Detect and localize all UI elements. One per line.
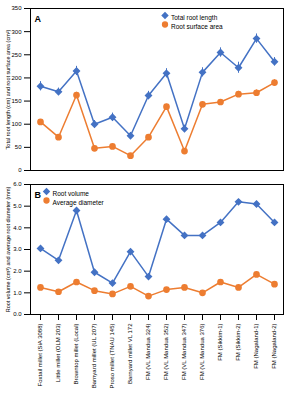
svg-text:Root surface area: Root surface area	[171, 23, 223, 30]
svg-text:FM (VL Mandua 347): FM (VL Mandua 347)	[181, 324, 187, 380]
svg-text:Proso millet (TNAU 145): Proso millet (TNAU 145)	[109, 323, 115, 388]
svg-text:Root volume (cm³) and average: Root volume (cm³) and average root diame…	[5, 187, 11, 313]
svg-text:200: 200	[11, 75, 22, 81]
svg-text:A: A	[35, 14, 42, 24]
svg-text:0.0: 0.0	[13, 311, 22, 317]
svg-text:1.0: 1.0	[13, 290, 22, 296]
svg-text:150: 150	[11, 98, 22, 104]
svg-text:300: 300	[11, 29, 22, 35]
svg-text:Root volume: Root volume	[53, 190, 90, 197]
svg-text:Foxtail millet (SiA 3088): Foxtail millet (SiA 3088)	[37, 324, 43, 387]
svg-text:FM (Nagaland-2): FM (Nagaland-2)	[271, 324, 277, 369]
svg-text:50: 50	[15, 144, 22, 150]
svg-text:FM (Sikkim-1): FM (Sikkim-1)	[217, 323, 223, 360]
svg-text:FM (Sikkim-2): FM (Sikkim-2)	[235, 323, 241, 360]
svg-text:350: 350	[11, 5, 22, 11]
svg-text:Barnyard millet (UL 207): Barnyard millet (UL 207)	[91, 324, 97, 389]
svg-text:Browntop millet (Local): Browntop millet (Local)	[73, 324, 79, 385]
svg-text:FM (VL Mandua 352): FM (VL Mandua 352)	[163, 324, 169, 380]
svg-text:B: B	[35, 190, 42, 200]
svg-text:0: 0	[18, 167, 22, 173]
svg-text:250: 250	[11, 52, 22, 58]
svg-text:Total root length: Total root length	[171, 14, 218, 22]
svg-text:5.0: 5.0	[13, 203, 22, 209]
svg-text:FM (Nagaland-1): FM (Nagaland-1)	[253, 324, 259, 369]
svg-text:100: 100	[11, 121, 22, 127]
svg-text:4.0: 4.0	[13, 225, 22, 231]
svg-text:FM (VL Mandua 376): FM (VL Mandua 376)	[199, 324, 205, 380]
svg-text:Little millet (OLM 203): Little millet (OLM 203)	[55, 324, 61, 383]
svg-text:FM (VL Mandua 324): FM (VL Mandua 324)	[145, 324, 151, 380]
svg-text:Total root length (cm) and roo: Total root length (cm) and root surface …	[5, 29, 11, 149]
svg-text:Barnyard millet VL 172: Barnyard millet VL 172	[127, 323, 133, 384]
svg-text:3.0: 3.0	[13, 246, 22, 252]
svg-text:Average diameter: Average diameter	[53, 199, 105, 207]
svg-text:2.0: 2.0	[13, 268, 22, 274]
svg-text:6.0: 6.0	[13, 181, 22, 187]
